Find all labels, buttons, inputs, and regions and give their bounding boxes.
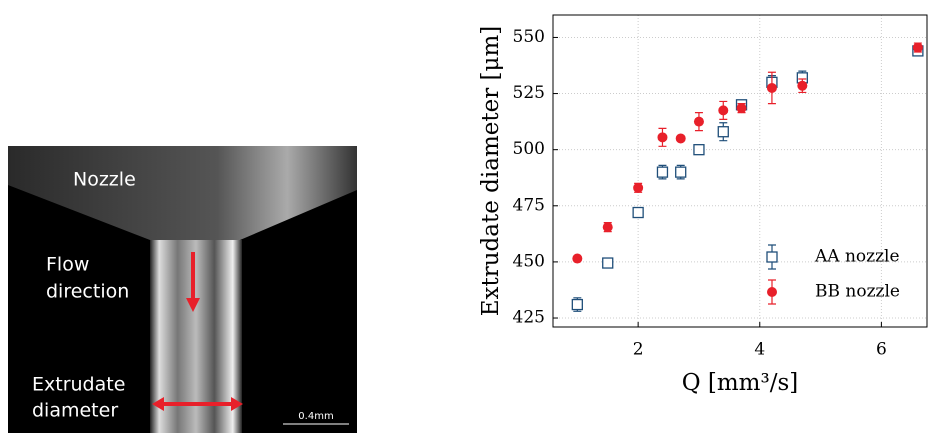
y-tick-label: 525: [513, 83, 545, 103]
extrudate-shape: [150, 240, 242, 433]
point: [766, 82, 777, 93]
y-tick-label: 500: [513, 139, 545, 159]
point: [718, 105, 729, 116]
point: [657, 132, 668, 143]
extrudate-label: Extrudate: [32, 374, 125, 396]
x-tick-label: 2: [633, 340, 644, 360]
point: [571, 298, 583, 311]
point: [675, 133, 686, 144]
point: [572, 253, 583, 264]
nozzle-label: Nozzle: [73, 169, 136, 191]
photo: Nozzle Flow direction Extrudate diameter…: [8, 146, 357, 433]
legend-marker: [766, 251, 778, 263]
y-axis-label: Extrudate diameter [μm]: [478, 26, 504, 317]
diameter-arrow-head: [152, 397, 164, 411]
point: [656, 166, 669, 178]
point: [736, 103, 747, 114]
legend-marker: [767, 287, 777, 297]
point: [717, 126, 729, 138]
point: [632, 206, 644, 219]
y-tick-label: 425: [513, 308, 545, 328]
point: [912, 42, 923, 53]
y-tick-label: 450: [513, 251, 545, 271]
point: [675, 166, 687, 178]
extrudate-label: diameter: [32, 400, 118, 422]
point: [602, 222, 613, 233]
diameter-arrow-head: [231, 397, 243, 411]
nozzle-shape: [8, 146, 357, 240]
flow-label: Flow: [46, 254, 89, 276]
point: [602, 257, 614, 269]
scale-bar-label: 0.4mm: [298, 411, 333, 422]
x-axis-label: Q [mm³/s]: [682, 370, 799, 396]
y-tick-label: 475: [513, 195, 545, 215]
plot-frame: [552, 14, 928, 328]
x-tick-label: 6: [876, 340, 887, 360]
point: [797, 80, 808, 91]
point: [693, 116, 704, 127]
chart: 425 450 475 500 525 550 2 4 6 Q [mm³/s] Extrudate …: [478, 14, 928, 396]
point: [693, 144, 705, 156]
y-tick-label: 550: [513, 27, 545, 47]
point: [633, 182, 644, 193]
x-tick-label: 4: [754, 340, 765, 360]
legend-label: AA nozzle: [814, 247, 900, 267]
flow-label: direction: [46, 281, 129, 303]
flow-arrow-head: [186, 298, 200, 312]
legend-label: BB nozzle: [815, 282, 900, 302]
